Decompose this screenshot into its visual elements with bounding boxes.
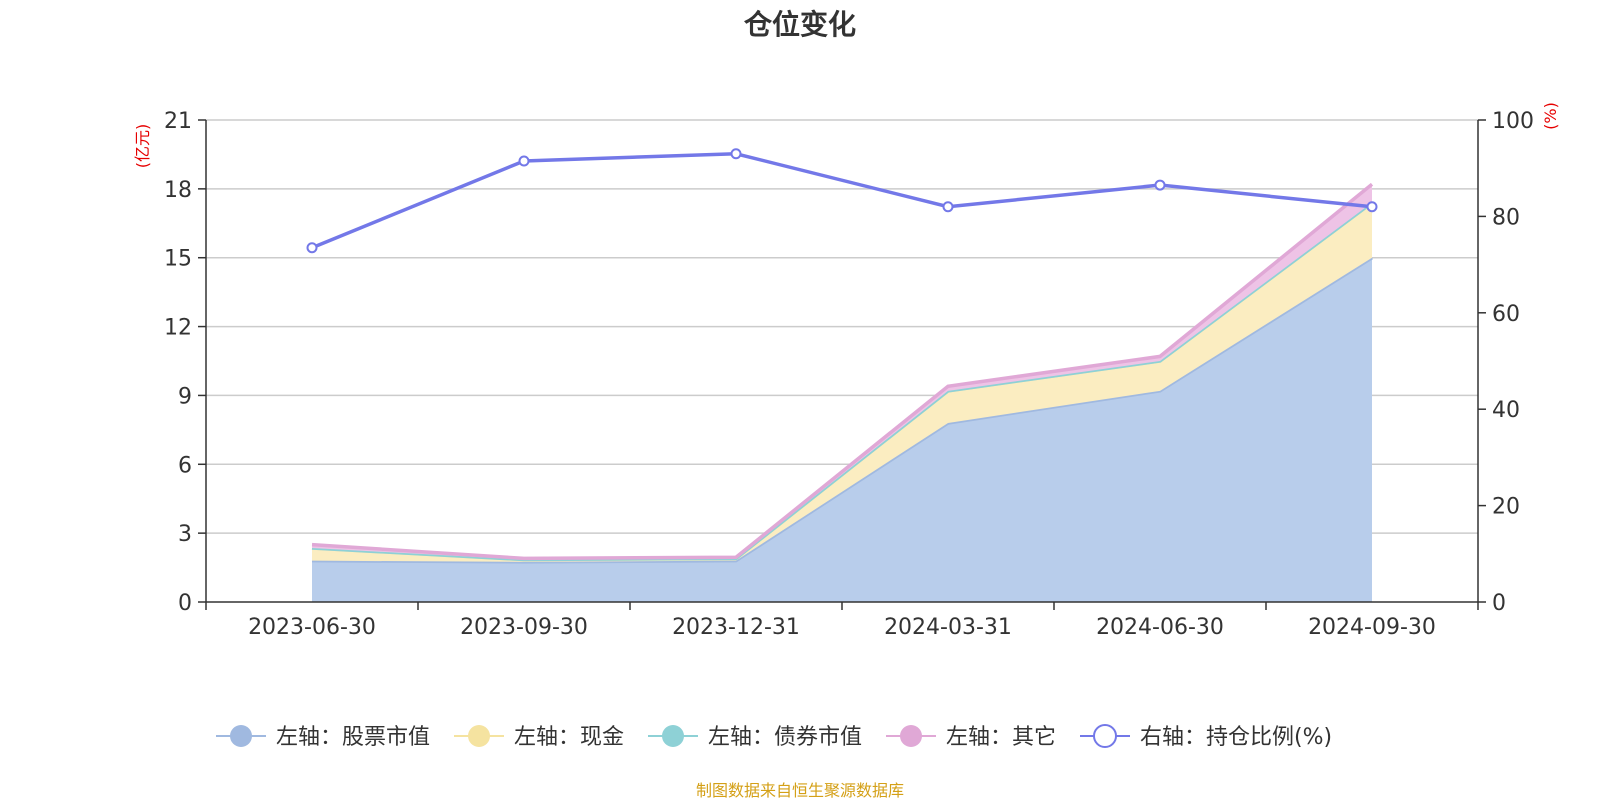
legend-item[interactable]: 左轴：股票市值 [216,725,430,750]
grid-lines [206,119,1478,534]
legend-label: 右轴：持仓比例(%) [1140,725,1332,750]
legend-item[interactable]: 左轴：债券市值 [648,725,862,750]
legend-marker [230,725,252,747]
left-axis-unit: (亿元) [133,124,152,169]
ratio-point [942,201,954,213]
x-tick-label: 2024-09-30 [1308,615,1436,640]
right-tick-label: 20 [1492,495,1520,520]
legend[interactable]: 左轴：股票市值 左轴：现金 左轴：债券市值 左轴：其它 右轴：持仓比例(%) [216,724,1332,750]
legend-label: 左轴：股票市值 [276,725,430,750]
left-tick-label: 0 [178,591,192,616]
legend-label: 左轴：其它 [946,725,1056,750]
ratio-point [1366,201,1378,213]
x-tick-label: 2024-03-31 [884,615,1012,640]
legend-item[interactable]: 右轴：持仓比例(%) [1080,724,1332,750]
ratio-point [1154,179,1166,191]
area-左轴：股票市值 [312,257,1372,602]
line-ratio [311,151,1373,250]
x-tick-label: 2023-06-30 [248,615,376,640]
chart-title: 仓位变化 [744,8,856,41]
legend-marker [1093,724,1117,748]
left-tick-label: 6 [178,453,192,478]
right-tick-label: 100 [1492,109,1534,134]
x-tick-label: 2023-09-30 [460,615,588,640]
data-source-note: 制图数据来自恒生聚源数据库 [696,781,904,800]
ratio-point [306,242,318,254]
legend-item[interactable]: 左轴：现金 [454,725,624,750]
right-tick-label: 0 [1492,591,1506,616]
right-tick-label: 60 [1492,302,1520,327]
stacked-areas [311,182,1374,602]
legend-marker [662,725,684,747]
right-tick-label: 40 [1492,398,1520,423]
left-tick-label: 15 [164,247,192,272]
left-tick-label: 18 [164,178,192,203]
left-tick-label: 12 [164,316,192,341]
legend-label: 左轴：债券市值 [708,725,862,750]
legend-label: 左轴：现金 [514,725,624,750]
right-axis-unit: (%) [1541,102,1560,130]
area-edge-左轴：其它 [311,182,1374,561]
right-tick-label: 80 [1492,205,1520,230]
left-tick-label: 3 [178,522,192,547]
ratio-line [306,148,1378,254]
legend-marker [900,725,922,747]
x-tick-label: 2023-12-31 [672,615,800,640]
left-tick-label: 21 [164,109,192,134]
ratio-point [730,148,742,160]
left-tick-label: 9 [178,384,192,409]
axes: 0 3 6 9 12 15 18 21 0 20 40 60 80 100 2023-06-30 2023-0… [164,109,1534,640]
area-左轴：现金 [312,202,1372,562]
x-tick-label: 2024-06-30 [1096,615,1224,640]
legend-marker [468,725,490,747]
legend-item[interactable]: 左轴：其它 [886,725,1056,750]
ratio-point [518,155,530,167]
